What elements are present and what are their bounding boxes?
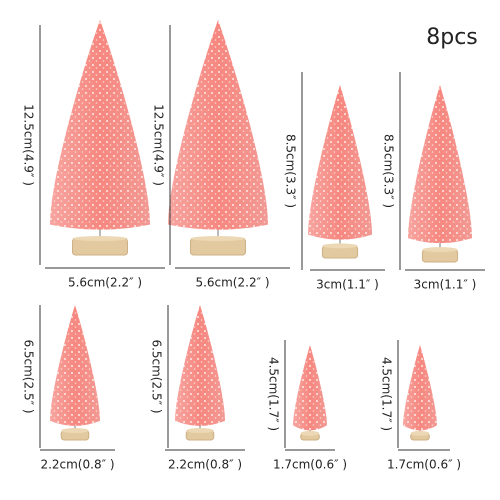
wood-top (410, 430, 430, 436)
tree-snow (403, 345, 437, 431)
tree-item: 8.5cm(3.3″ ) 3cm(1.1″ ) (382, 72, 485, 292)
tree-item: 4.5cm(1.7″ ) 1.7cm(0.6″ ) (267, 340, 347, 472)
wood-top (422, 247, 458, 253)
tree-snow (50, 20, 150, 230)
width-label: 2.2cm(0.8″ ) (40, 458, 114, 472)
width-label: 1.7cm(0.6″ ) (273, 458, 347, 472)
height-label: 8.5cm(3.3″ ) (284, 134, 298, 208)
tree-snow (175, 305, 225, 426)
tree-snow (293, 345, 327, 431)
wood-top (72, 236, 128, 242)
tree-snow (168, 20, 268, 230)
wood-top (300, 430, 320, 436)
wood-top (322, 243, 358, 249)
width-label: 5.6cm(2.2″ ) (68, 276, 142, 290)
width-label: 5.6cm(2.2″ ) (195, 276, 269, 290)
width-label: 3cm(1.1″ ) (316, 278, 379, 292)
height-label: 4.5cm(1.7″ ) (267, 357, 281, 431)
tree-item: 4.5cm(1.7″ ) 1.7cm(0.6″ ) (380, 340, 461, 472)
tree-item: 12.5cm(4.9″ ) 5.6cm(2.2″ ) (22, 20, 165, 290)
width-label: 1.7cm(0.6″ ) (387, 458, 461, 472)
title: 8pcs (426, 25, 478, 50)
wood-top (186, 428, 214, 434)
tree-snow (50, 305, 100, 426)
width-label: 3cm(1.1″ ) (414, 278, 477, 292)
wood-top (190, 236, 246, 242)
wood-top (61, 428, 89, 434)
height-label: 4.5cm(1.7″ ) (380, 357, 394, 431)
tree-item: 12.5cm(4.9″ ) 5.6cm(2.2″ ) (152, 20, 290, 290)
height-label: 12.5cm(4.9″ ) (152, 104, 166, 186)
tree-item: 6.5cm(2.5″ ) 2.2cm(0.8″ ) (150, 305, 245, 472)
height-label: 12.5cm(4.9″ ) (22, 104, 36, 186)
tree-item: 8.5cm(3.3″ ) 3cm(1.1″ ) (284, 72, 385, 292)
tree-snow (408, 85, 472, 244)
tree-snow (308, 85, 372, 240)
width-label: 2.2cm(0.8″ ) (168, 458, 242, 472)
tree-item: 6.5cm(2.5″ ) 2.2cm(0.8″ ) (22, 305, 115, 472)
height-label: 6.5cm(2.5″ ) (150, 339, 164, 413)
height-label: 8.5cm(3.3″ ) (382, 134, 396, 208)
height-label: 6.5cm(2.5″ ) (22, 339, 36, 413)
